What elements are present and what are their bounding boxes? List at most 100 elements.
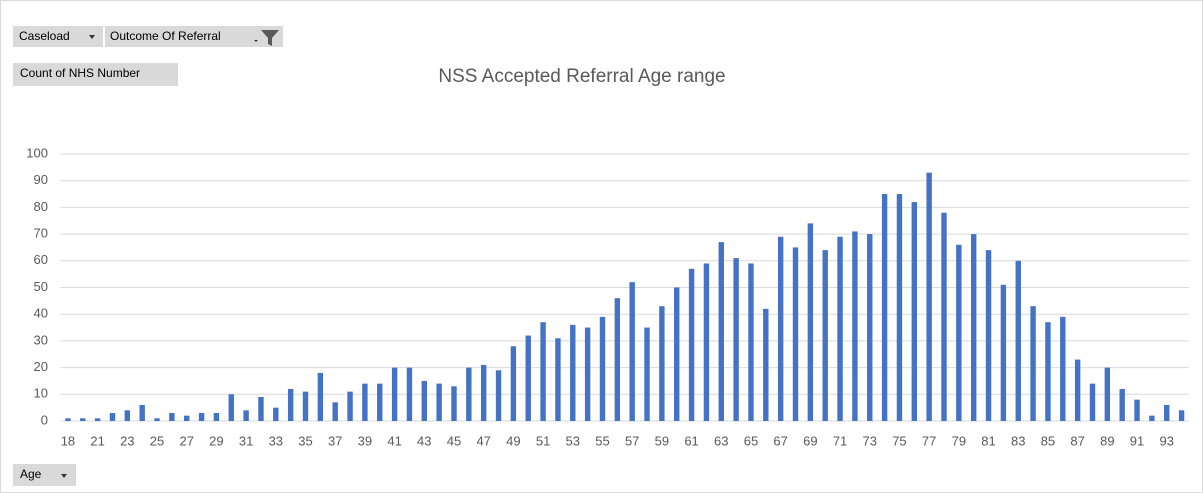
bar	[777, 236, 784, 421]
bar	[391, 367, 398, 421]
y-tick-label: 80	[34, 199, 48, 214]
bar	[228, 394, 234, 421]
chart-title: NSS Accepted Referral Age range	[438, 66, 725, 87]
button-label: Age	[20, 467, 42, 481]
dropdown-arrow	[89, 35, 95, 39]
bar	[807, 223, 814, 421]
button-label: Caseload	[19, 29, 70, 43]
bar	[1178, 410, 1185, 421]
x-tick-label: 63	[714, 433, 728, 448]
bar	[332, 402, 338, 421]
dropdown-arrow	[61, 474, 67, 478]
filter-outcome[interactable]: Outcome Of Referral	[105, 26, 283, 47]
bar	[377, 383, 383, 421]
bar	[317, 372, 324, 421]
button-bg	[13, 464, 76, 486]
bar	[198, 412, 205, 421]
bar	[867, 234, 873, 421]
bar	[347, 391, 353, 421]
axis-field[interactable]: Age	[13, 464, 76, 486]
bar	[421, 380, 427, 421]
bar	[1030, 306, 1036, 421]
y-tick-label: 100	[26, 145, 48, 160]
bar	[599, 316, 606, 421]
bar	[584, 327, 591, 421]
x-tick-label: 41	[387, 433, 401, 448]
x-tick-label: 71	[833, 433, 847, 448]
bar	[169, 412, 175, 421]
y-tick-label: 0	[41, 412, 48, 427]
x-tick-label: 75	[892, 433, 906, 448]
bar	[1045, 322, 1051, 421]
x-tick-label: 93	[1159, 433, 1173, 448]
bar	[362, 383, 368, 421]
button-label: Outcome Of Referral	[110, 29, 221, 43]
bar	[896, 194, 903, 421]
button-bg	[13, 26, 103, 47]
bar	[287, 388, 294, 421]
bar	[154, 418, 160, 421]
bar	[956, 244, 962, 421]
bar	[94, 418, 101, 421]
filter-caseload[interactable]: Caseload	[13, 26, 103, 47]
bar	[688, 268, 695, 421]
bar	[852, 231, 858, 421]
x-tick-label: 39	[358, 433, 372, 448]
bar	[1015, 260, 1021, 421]
values-field[interactable]: Count of NHS Number	[13, 63, 178, 86]
bar	[748, 263, 754, 421]
x-tick-label: 53	[566, 433, 580, 448]
bar	[258, 396, 264, 421]
x-tick-label: 55	[595, 433, 609, 448]
bar	[1134, 399, 1140, 421]
bar	[1060, 316, 1066, 421]
bar	[273, 407, 279, 421]
bar	[1119, 388, 1125, 421]
bar	[911, 202, 917, 421]
bar	[480, 364, 487, 421]
bar	[495, 370, 502, 421]
x-tick-label: 91	[1130, 433, 1144, 448]
bar	[659, 306, 665, 421]
button-bg	[13, 63, 178, 86]
bar	[213, 412, 220, 421]
bar	[881, 194, 888, 421]
bar	[109, 412, 116, 421]
x-tick-label: 59	[655, 433, 669, 448]
y-tick-label: 60	[34, 252, 48, 267]
dropdown-arrow	[254, 40, 258, 42]
bar	[926, 172, 932, 421]
bar	[302, 391, 309, 421]
bar	[674, 287, 680, 421]
bar	[184, 415, 190, 421]
x-tick-label: 67	[773, 433, 787, 448]
x-tick-label: 85	[1041, 433, 1055, 448]
x-tick-label: 87	[1070, 433, 1084, 448]
bar	[139, 404, 145, 421]
bar	[822, 250, 828, 421]
x-tick-label: 18	[61, 433, 75, 448]
bar	[540, 322, 546, 421]
bar	[941, 212, 947, 421]
bar	[1089, 383, 1096, 421]
bar	[985, 250, 992, 421]
bar	[555, 338, 561, 421]
x-tick-label: 33	[269, 433, 283, 448]
x-tick-label: 21	[90, 433, 104, 448]
x-tick-label: 25	[150, 433, 164, 448]
bar	[243, 410, 249, 421]
y-tick-label: 10	[34, 386, 48, 401]
y-tick-label: 90	[34, 172, 48, 187]
bar	[406, 367, 413, 421]
bar	[451, 386, 457, 421]
x-tick-label: 77	[922, 433, 936, 448]
button-bg	[105, 26, 283, 47]
y-tick-label: 70	[34, 226, 48, 241]
y-tick-label: 40	[34, 306, 48, 321]
bar	[65, 418, 71, 421]
x-tick-label: 35	[298, 433, 312, 448]
x-tick-label: 57	[625, 433, 639, 448]
x-tick-label: 89	[1100, 433, 1114, 448]
x-tick-label: 69	[803, 433, 817, 448]
